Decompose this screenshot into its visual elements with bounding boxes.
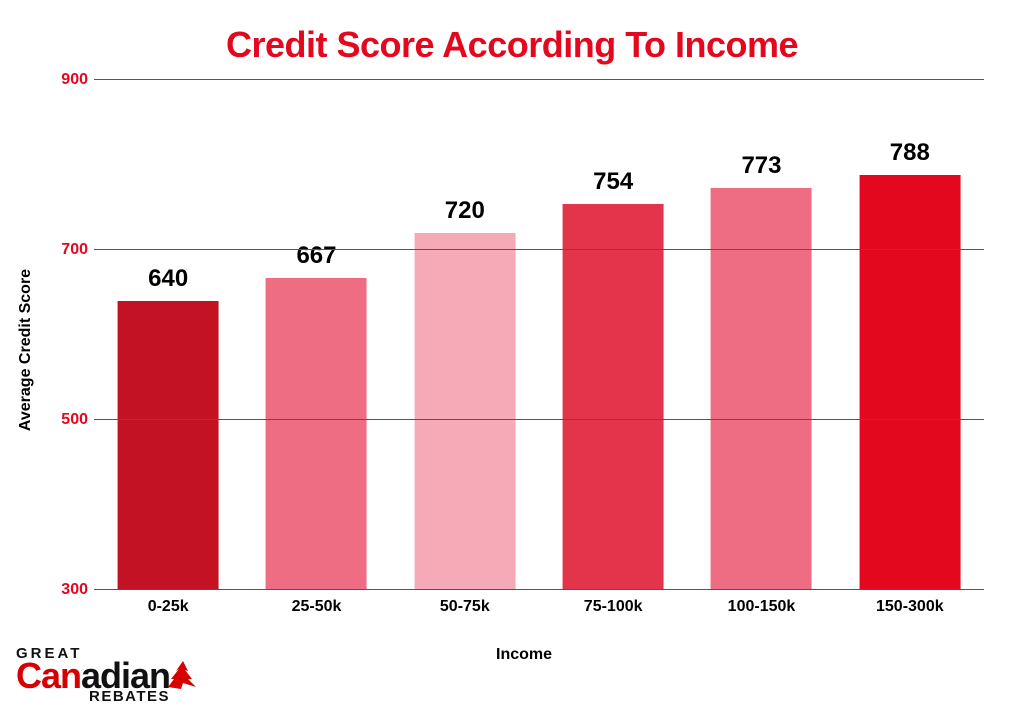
bar-group: 773100-150k — [687, 80, 835, 590]
plot-area: 6400-25k66725-50k72050-75k75475-100k7731… — [94, 80, 984, 590]
grid-line — [94, 249, 984, 250]
grid-line — [94, 419, 984, 420]
bars-layer: 6400-25k66725-50k72050-75k75475-100k7731… — [94, 80, 984, 590]
chart-title: Credit Score According To Income — [0, 0, 1024, 76]
y-tick-label: 500 — [52, 411, 88, 429]
logo-line2: Canadian — [16, 661, 170, 692]
bar — [563, 204, 664, 590]
bar-value-label: 754 — [593, 168, 633, 196]
chart-container: Average Credit Score 6400-25k66725-50k72… — [64, 80, 984, 620]
bar-group: 6400-25k — [94, 80, 242, 590]
bar-group: 72050-75k — [391, 80, 539, 590]
y-tick-label: 300 — [52, 581, 88, 599]
bar — [859, 175, 960, 590]
bar-value-label: 667 — [296, 242, 336, 270]
bar-value-label: 788 — [890, 139, 930, 167]
bar-group: 75475-100k — [539, 80, 687, 590]
bar-group: 788150-300k — [836, 80, 984, 590]
x-tick-label: 0-25k — [148, 598, 189, 616]
bar — [118, 301, 219, 590]
bar-value-label: 720 — [445, 197, 485, 225]
brand-logo: GREAT Canadian REBATES — [16, 648, 200, 704]
bar-value-label: 640 — [148, 265, 188, 293]
logo-line3: REBATES — [89, 691, 170, 704]
x-tick-label: 25-50k — [292, 598, 342, 616]
y-axis-label: Average Credit Score — [17, 269, 35, 431]
bar — [414, 233, 515, 590]
x-tick-label: 50-75k — [440, 598, 490, 616]
maple-leaf-icon — [166, 661, 200, 691]
y-tick-label: 900 — [52, 71, 88, 89]
grid-line — [94, 79, 984, 80]
bar — [266, 278, 367, 590]
y-tick-label: 700 — [52, 241, 88, 259]
x-tick-label: 100-150k — [728, 598, 796, 616]
x-tick-label: 75-100k — [584, 598, 643, 616]
bar-group: 66725-50k — [242, 80, 390, 590]
bar-value-label: 773 — [741, 152, 781, 180]
x-tick-label: 150-300k — [876, 598, 944, 616]
x-axis-label: Income — [496, 646, 552, 664]
grid-line — [94, 589, 984, 590]
